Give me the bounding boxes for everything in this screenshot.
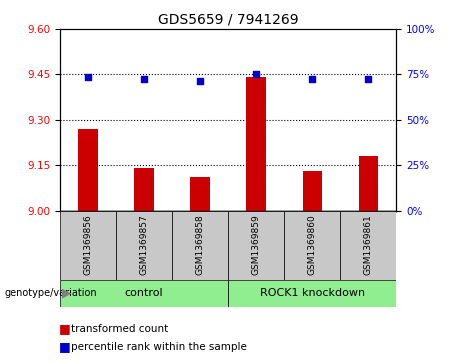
Bar <box>228 280 396 307</box>
Bar <box>228 211 284 280</box>
Text: ■: ■ <box>59 322 71 335</box>
Bar <box>340 211 396 280</box>
Bar <box>247 77 266 211</box>
Point <box>140 76 148 82</box>
Bar <box>359 156 378 211</box>
Text: genotype/variation: genotype/variation <box>5 288 97 298</box>
Text: ROCK1 knockdown: ROCK1 knockdown <box>260 288 365 298</box>
Point <box>309 76 316 82</box>
Point <box>196 78 204 84</box>
Text: GSM1369857: GSM1369857 <box>140 215 148 276</box>
Title: GDS5659 / 7941269: GDS5659 / 7941269 <box>158 12 299 26</box>
Text: control: control <box>125 288 163 298</box>
Text: GSM1369856: GSM1369856 <box>83 215 93 276</box>
Text: GSM1369861: GSM1369861 <box>364 215 373 276</box>
Bar <box>172 211 228 280</box>
Point <box>365 76 372 82</box>
Text: GSM1369858: GSM1369858 <box>195 215 205 276</box>
Text: percentile rank within the sample: percentile rank within the sample <box>71 342 248 352</box>
Text: transformed count: transformed count <box>71 323 169 334</box>
Bar <box>190 177 210 211</box>
Bar <box>284 211 340 280</box>
Point <box>253 72 260 77</box>
Bar <box>78 129 98 211</box>
Bar <box>134 168 154 211</box>
Text: GSM1369859: GSM1369859 <box>252 215 261 276</box>
Text: GSM1369860: GSM1369860 <box>308 215 317 276</box>
Point <box>84 74 92 80</box>
Bar <box>60 280 228 307</box>
Text: ▶: ▶ <box>62 287 71 300</box>
Bar <box>116 211 172 280</box>
Bar <box>60 211 116 280</box>
Bar <box>302 171 322 211</box>
Text: ■: ■ <box>59 340 71 353</box>
